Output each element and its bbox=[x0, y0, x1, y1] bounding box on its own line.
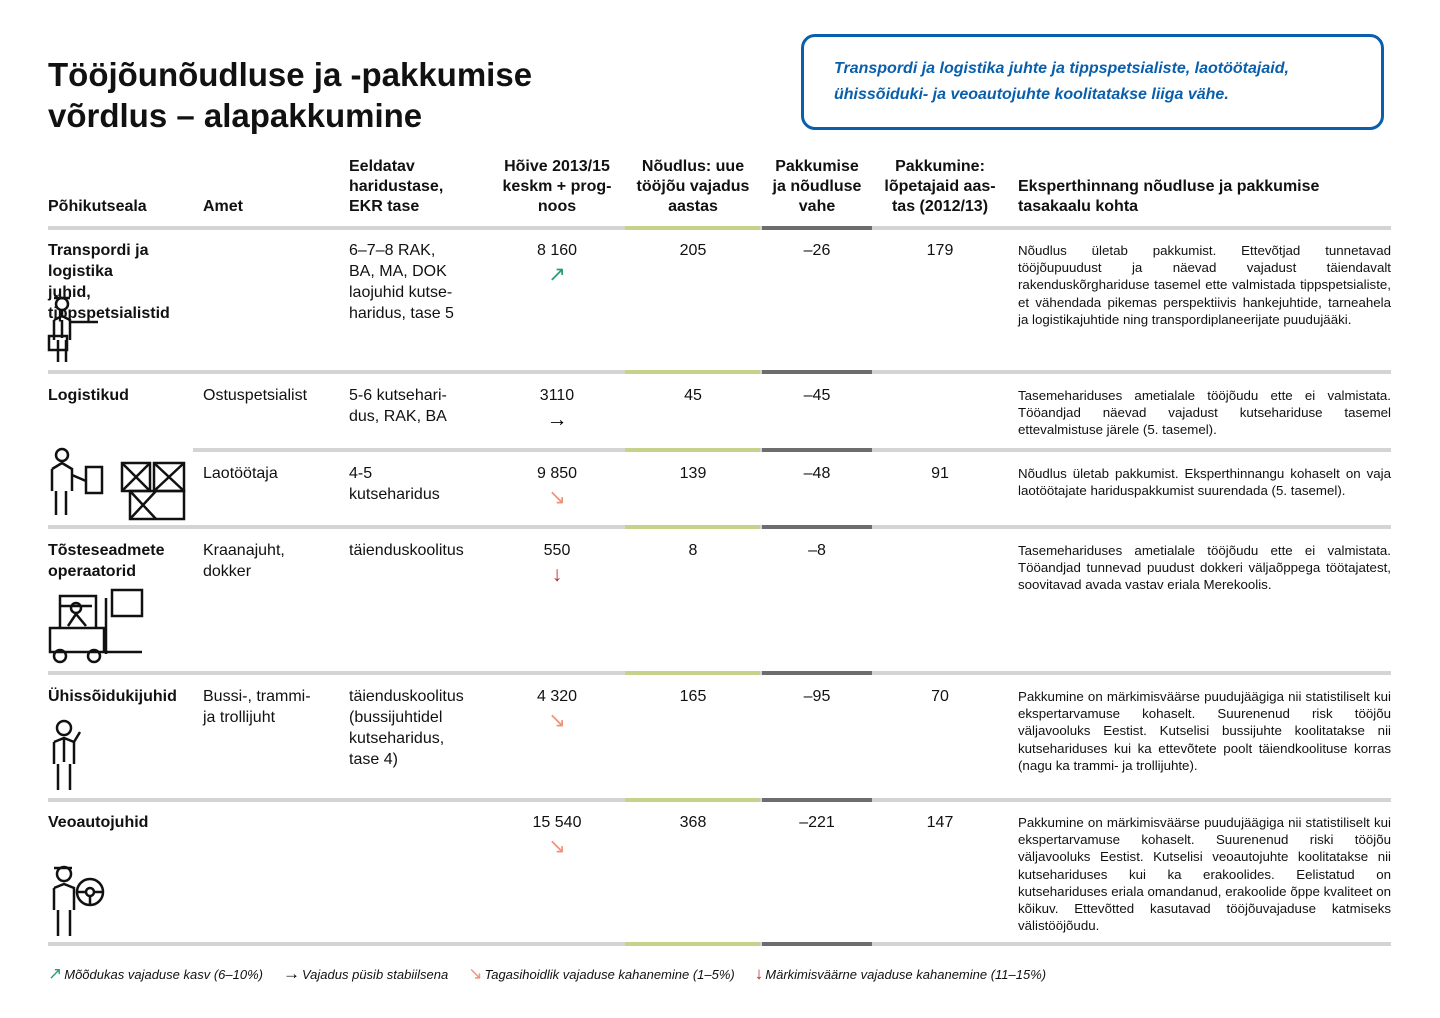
gap-accent bbox=[762, 525, 872, 529]
column-header: Nõudlus: uue tööjõu vajadus aastas bbox=[628, 155, 758, 217]
cell-haridus: 5-6 kutsehari- dus, RAK, BA bbox=[349, 387, 447, 425]
cell-hoive: 550 bbox=[543, 542, 571, 559]
legend: ↗ Mõõdukas vajaduse kasv (6–10%) → Vajadus … bbox=[48, 964, 1046, 984]
legend-text: Märkimisväärne vajaduse kahanemine (11–1… bbox=[765, 967, 1047, 982]
icon-manager bbox=[47, 296, 98, 362]
cell-haridus: 4-5 kutseharidus bbox=[349, 465, 440, 503]
legend-text: Vajadus püsib stabiilsena bbox=[301, 967, 449, 982]
trend-arrow: ↓ bbox=[551, 563, 563, 586]
header-text: Pakkumise ja nõudluse vahe bbox=[772, 158, 862, 215]
header-text: Pakkumine: lõpetajaid aas- tas (2012/13) bbox=[884, 158, 996, 215]
cell-noudlus: 139 bbox=[679, 465, 707, 482]
icon-logistics bbox=[50, 447, 186, 521]
cell-hoive: 9 850 bbox=[536, 465, 578, 482]
cell-vahe: –8 bbox=[808, 542, 826, 559]
expert-text: Tasemehariduses ametialale tööjõudu ette… bbox=[1018, 543, 1391, 593]
demand-accent bbox=[625, 798, 760, 802]
trend-arrow: ↗ bbox=[548, 263, 566, 286]
header-text: Põhikutseala bbox=[48, 198, 147, 215]
expert-text: Nõudlus ületab pakkumist. Ettevõtjad tun… bbox=[1018, 243, 1391, 327]
expert-text: Nõudlus ületab pakkumist. Eksperthinnang… bbox=[1018, 466, 1391, 499]
cell-hoive: 8 160 bbox=[536, 242, 578, 259]
legend-symbol: → bbox=[282, 964, 300, 983]
trend-arrow: ↘ bbox=[548, 709, 566, 732]
legend-text: Mõõdukas vajaduse kasv (6–10%) bbox=[64, 967, 263, 982]
legend-item: ↓ Märkimisväärne vajaduse kahanemine (11–… bbox=[755, 964, 1046, 984]
icon-truck-driver bbox=[52, 865, 105, 936]
cell-hoive: 3110 bbox=[539, 387, 575, 404]
gap-accent bbox=[762, 370, 872, 374]
header-text: Eeldatav haridustase, EKR tase bbox=[349, 158, 444, 215]
cell-pakkumine: 70 bbox=[931, 688, 949, 705]
cell-pakkumine: 179 bbox=[926, 242, 954, 259]
cell-hoive: 15 540 bbox=[532, 814, 582, 831]
cell-noudlus: 165 bbox=[679, 688, 707, 705]
column-header: Eeldatav haridustase, EKR tase bbox=[349, 155, 494, 217]
callout: Transpordi ja logistika juhte ja tippspe… bbox=[801, 34, 1384, 130]
trend-arrow: → bbox=[546, 408, 568, 431]
header-text: Hõive 2013/15 keskm + prog- noos bbox=[502, 158, 612, 215]
cell-vahe: –95 bbox=[803, 688, 831, 705]
legend-item: → Vajadus püsib stabiilsena bbox=[283, 964, 448, 984]
cell-amet: Bussi-, trammi- ja trollijuht bbox=[203, 688, 311, 726]
column-header: Eksperthinnang nõudluse ja pakkumise tas… bbox=[1018, 155, 1391, 217]
cell-noudlus: 368 bbox=[679, 814, 707, 831]
demand-accent bbox=[625, 942, 760, 946]
header-text: Eksperthinnang nõudluse ja pakkumise tas… bbox=[1018, 178, 1320, 215]
demand-accent bbox=[625, 448, 760, 452]
cell-group: Logistikud bbox=[48, 387, 129, 404]
legend-symbol: ↓ bbox=[754, 964, 764, 983]
column-header: Pakkumine: lõpetajaid aas- tas (2012/13) bbox=[876, 155, 1004, 217]
legend-item: ↗ Mõõdukas vajaduse kasv (6–10%) bbox=[48, 964, 263, 984]
header-text: Nõudlus: uue tööjõu vajadus aastas bbox=[636, 158, 750, 215]
header-text: Amet bbox=[203, 198, 244, 215]
legend-symbol: ↗ bbox=[48, 964, 63, 983]
gap-accent bbox=[762, 448, 872, 452]
cell-amet: Kraanajuht, dokker bbox=[203, 542, 285, 580]
icon-bus-driver bbox=[52, 719, 82, 790]
cell-group: Veoautojuhid bbox=[48, 814, 149, 831]
cell-vahe: –26 bbox=[803, 242, 831, 259]
expert-text: Tasemehariduses ametialale tööjõudu ette… bbox=[1018, 388, 1391, 438]
demand-accent bbox=[625, 525, 760, 529]
cell-haridus: täienduskoolitus (bussijuhtidel kutsehar… bbox=[349, 688, 464, 768]
gap-accent bbox=[762, 671, 872, 675]
cell-pakkumine: 147 bbox=[926, 814, 954, 831]
legend-text: Tagasihoidlik vajaduse kahanemine (1–5%) bbox=[484, 967, 735, 982]
column-header: Pakkumise ja nõudluse vahe bbox=[762, 155, 872, 217]
trend-arrow: ↘ bbox=[548, 835, 566, 858]
expert-text: Pakkumine on märkimisväärse puudujäägiga… bbox=[1018, 689, 1391, 773]
cell-hoive: 4 320 bbox=[536, 688, 578, 705]
cell-pakkumine: 91 bbox=[931, 465, 949, 482]
cell-noudlus: 45 bbox=[684, 387, 702, 404]
demand-accent bbox=[625, 370, 760, 374]
column-header: Amet bbox=[203, 155, 343, 217]
demand-accent bbox=[625, 671, 760, 675]
cell-amet: Ostuspetsialist bbox=[203, 387, 308, 404]
gap-accent bbox=[762, 942, 872, 946]
cell-haridus: 6–7–8 RAK, BA, MA, DOK laojuhid kutse- h… bbox=[349, 242, 454, 322]
cell-group: Ühissõidukijuhid bbox=[48, 688, 177, 705]
column-header: Põhikutseala bbox=[48, 155, 198, 217]
icon-forklift bbox=[48, 588, 144, 664]
cell-noudlus: 8 bbox=[688, 542, 698, 559]
cell-group: Tõsteseadmete operaatorid bbox=[48, 542, 165, 580]
cell-vahe: –45 bbox=[803, 387, 831, 404]
title: Tööjõunõudluse ja -pakkumise võrdlus – a… bbox=[48, 56, 533, 134]
legend-symbol: ↘ bbox=[468, 964, 483, 983]
demand-accent bbox=[625, 226, 760, 230]
cell-amet: Laotöötaja bbox=[203, 465, 278, 482]
gap-accent bbox=[762, 226, 872, 230]
cell-vahe: –221 bbox=[799, 814, 835, 831]
gap-accent bbox=[762, 798, 872, 802]
cell-vahe: –48 bbox=[803, 465, 831, 482]
column-header: Hõive 2013/15 keskm + prog- noos bbox=[497, 155, 617, 217]
cell-noudlus: 205 bbox=[679, 242, 707, 259]
cell-group: Transpordi ja logistika juhid, tippspets… bbox=[48, 242, 170, 322]
trend-arrow: ↘ bbox=[548, 486, 566, 509]
cell-haridus: täienduskoolitus bbox=[349, 542, 464, 559]
expert-text: Pakkumine on märkimisväärse puudujäägiga… bbox=[1018, 815, 1391, 934]
legend-item: ↘ Tagasihoidlik vajaduse kahanemine (1–5%… bbox=[468, 964, 735, 984]
